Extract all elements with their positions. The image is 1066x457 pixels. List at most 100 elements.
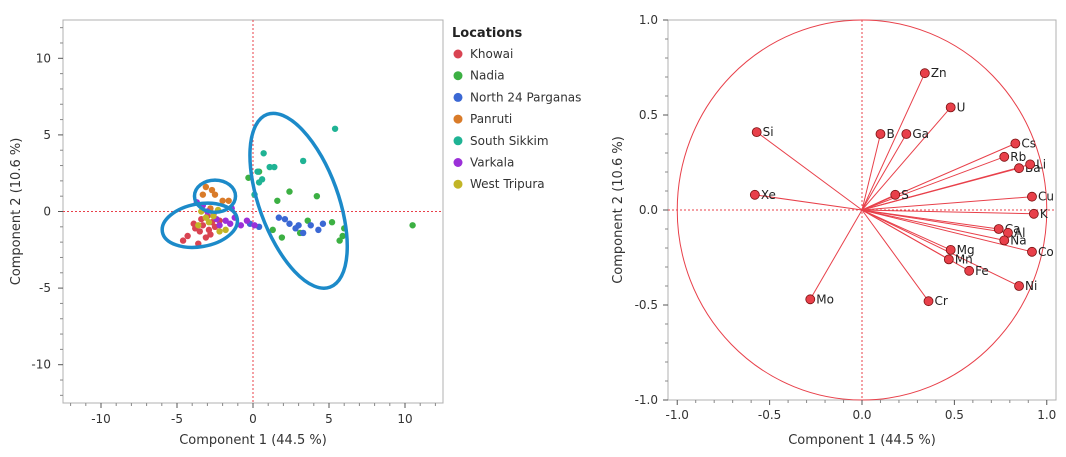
- y-tick-label: 1.0: [639, 13, 658, 27]
- legend-title: Locations: [452, 26, 523, 41]
- loading-label: Ni: [1025, 279, 1037, 293]
- loading-vector: [861, 143, 1016, 211]
- loading-label: Cu: [1038, 190, 1054, 204]
- loading-point: [901, 129, 912, 139]
- legend-marker: [453, 114, 463, 124]
- loading-point: [1028, 208, 1039, 219]
- legend-marker: [453, 92, 463, 102]
- loading-point: [875, 129, 886, 139]
- data-point: [281, 215, 289, 223]
- legend-label: North 24 Parganas: [470, 90, 581, 104]
- data-point: [409, 222, 416, 229]
- data-point: [255, 179, 263, 186]
- loading-vector: [861, 133, 881, 211]
- y-tick-label: -0.5: [635, 298, 658, 312]
- loading-label: K: [1040, 207, 1049, 221]
- data-point: [260, 150, 267, 157]
- y-tick-label: -10: [31, 358, 51, 372]
- data-point: [208, 186, 216, 194]
- scores-plot: -10 -5 0 5 10 -10 -5 0 5 10 Component 1 (44.5 %) Co…: [9, 19, 581, 448]
- loading-label: Co: [1038, 245, 1054, 259]
- x-tick-label: 1.0: [1037, 408, 1056, 422]
- loading-point: [805, 294, 816, 305]
- legend-marker: [453, 71, 463, 81]
- legend-label: Varkala: [470, 156, 514, 170]
- x-tick-label: 0.0: [852, 408, 871, 422]
- loading-point: [751, 127, 762, 138]
- loading-vector: [861, 209, 1009, 234]
- loading-label: Na: [1010, 233, 1026, 247]
- data-point: [278, 234, 286, 241]
- legend-marker: [453, 136, 463, 146]
- loading-label: Zn: [931, 66, 947, 80]
- data-point: [216, 228, 223, 235]
- loading-point: [945, 102, 956, 113]
- data-point: [219, 197, 226, 204]
- loading-point: [919, 68, 930, 79]
- loading-vector: [861, 209, 1020, 287]
- loading-label: B: [886, 127, 894, 141]
- data-point: [286, 188, 293, 195]
- loading-vector: [861, 209, 929, 302]
- loading-vector: [756, 131, 863, 211]
- data-point: [179, 237, 187, 244]
- data-point: [202, 234, 210, 241]
- legend-label: South Sikkim: [470, 134, 549, 148]
- data-point: [251, 222, 258, 229]
- loading-vector: [754, 194, 863, 211]
- loading-point: [993, 224, 1004, 234]
- data-point: [299, 157, 307, 165]
- data-point: [304, 217, 311, 224]
- data-point: [336, 237, 343, 244]
- data-point: [199, 191, 207, 198]
- data-point: [237, 222, 245, 229]
- x-tick-label: -10: [91, 412, 111, 426]
- loading-vector: [861, 133, 907, 211]
- loading-point: [890, 189, 901, 200]
- data-point: [196, 228, 203, 235]
- cluster-ellipse: [192, 178, 238, 215]
- loading-point: [1014, 163, 1024, 174]
- loading-label: Fe: [975, 264, 989, 278]
- legend-label: Khowai: [470, 47, 513, 61]
- data-point: [202, 214, 210, 221]
- loadings-plot: -1.0 -0.5 0.0 0.5 1.0 -1.0 -0.5 0.0 0.5 1.0 Compon…: [610, 0, 1066, 453]
- loading-label: Ga: [912, 127, 929, 141]
- loading-label: Cr: [935, 294, 948, 308]
- x-tick-label: 0.5: [945, 408, 964, 422]
- loading-point: [943, 254, 954, 265]
- y-tick-label: 0: [43, 205, 51, 219]
- loading-label: Cs: [1021, 137, 1036, 151]
- loading-vector: [861, 163, 1031, 211]
- loading-point: [1027, 246, 1037, 257]
- x-tick-label: -0.5: [758, 408, 781, 422]
- data-point: [205, 219, 213, 226]
- legend-marker: [453, 179, 463, 189]
- data-point: [254, 168, 261, 175]
- data-point: [216, 222, 223, 229]
- x-tick-label: -1.0: [666, 408, 689, 422]
- y-axis-title: Component 2 (10.6 %): [611, 136, 626, 284]
- data-point: [266, 163, 273, 171]
- loading-vector: [809, 209, 863, 300]
- loading-label: Al: [1014, 226, 1026, 240]
- data-point: [275, 214, 283, 221]
- y-tick-label: 10: [36, 51, 51, 65]
- loading-point: [749, 189, 760, 200]
- loading-point: [1025, 159, 1036, 170]
- legend-label: West Tripura: [470, 177, 545, 191]
- data-point: [299, 229, 307, 237]
- data-point: [207, 231, 214, 238]
- legend-label: Nadia: [470, 69, 505, 83]
- data-point: [269, 226, 276, 234]
- data-point: [222, 217, 229, 224]
- loading-vector: [861, 107, 952, 211]
- data-point: [243, 217, 251, 224]
- y-tick-label: 0.5: [639, 108, 658, 122]
- loading-point: [945, 244, 956, 255]
- y-tick-label: -1.0: [635, 393, 658, 407]
- loading-point: [923, 296, 934, 307]
- loading-point: [999, 235, 1010, 246]
- loading-label: Rb: [1010, 150, 1026, 164]
- data-point: [184, 232, 191, 240]
